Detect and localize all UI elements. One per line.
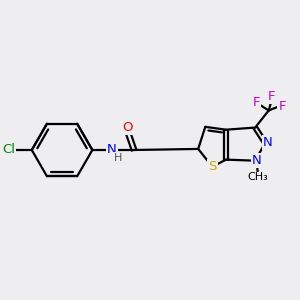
Text: S: S (208, 160, 217, 173)
Text: F: F (278, 100, 286, 113)
Text: H: H (114, 153, 122, 163)
Text: N: N (107, 143, 117, 157)
Text: O: O (122, 121, 133, 134)
Text: F: F (253, 96, 260, 109)
Text: CH₃: CH₃ (248, 172, 268, 182)
Text: N: N (263, 136, 273, 149)
Text: N: N (252, 154, 262, 167)
Text: F: F (268, 90, 275, 104)
Text: Cl: Cl (2, 143, 15, 157)
